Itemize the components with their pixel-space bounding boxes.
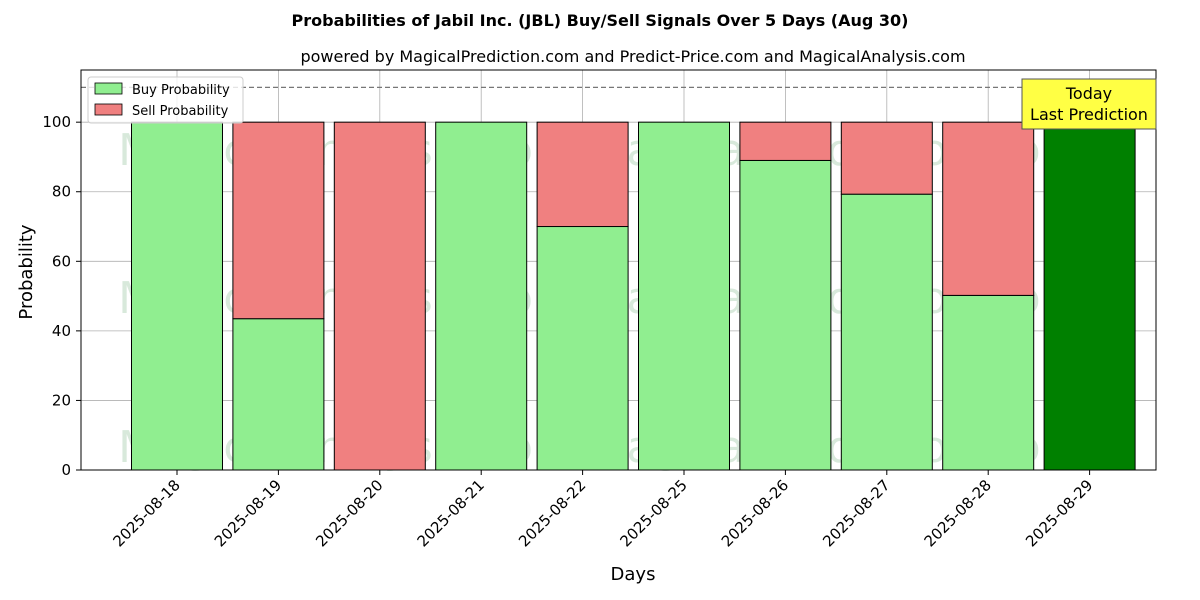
legend-swatch-sell xyxy=(94,103,123,116)
legend-box xyxy=(87,76,244,124)
annotation-line-2: Last Prediction xyxy=(1030,105,1148,124)
bar-buy-2025-08-19 xyxy=(232,318,325,471)
y-tick-label: 20 xyxy=(52,391,71,409)
legend-label-sell: Sell Probability xyxy=(132,104,229,119)
y-tick-label: 60 xyxy=(52,252,71,270)
bar-buy-2025-08-25 xyxy=(638,121,730,471)
bar-buy-2025-08-21 xyxy=(435,121,528,471)
bar-sell-2025-08-19 xyxy=(232,121,325,320)
bars xyxy=(131,121,1136,471)
bar-buy-2025-08-26 xyxy=(739,159,832,471)
x-axis-label: Days xyxy=(611,564,656,585)
chart-subtitle: powered by MagicalPrediction.com and Pre… xyxy=(300,47,965,66)
y-axis-ticks: 0 20 40 60 80 100 xyxy=(42,113,81,479)
y-tick-label: 0 xyxy=(61,461,71,479)
plot-frame xyxy=(80,69,1157,471)
bar-sell-2025-08-27 xyxy=(840,121,933,195)
annotation-line-1: Today xyxy=(1065,84,1112,103)
y-tick-label: 100 xyxy=(42,113,71,131)
y-tick-label: 40 xyxy=(52,322,71,340)
annotation-box xyxy=(1021,78,1157,130)
today-annotation: Today Last Prediction xyxy=(1021,78,1157,130)
bar-buy-2025-08-22 xyxy=(536,226,629,471)
bar-buy-2025-08-18 xyxy=(131,121,223,471)
bar-buy-2025-08-28 xyxy=(942,294,1035,471)
bar-sell-2025-08-26 xyxy=(739,121,832,161)
bar-sell-2025-08-22 xyxy=(536,121,629,228)
chart-title: Probabilities of Jabil Inc. (JBL) Buy/Se… xyxy=(292,11,909,30)
y-axis-label: Probability xyxy=(16,224,37,319)
legend: Buy Probability Sell Probability xyxy=(87,76,244,124)
legend-label-buy: Buy Probability xyxy=(132,83,230,98)
bar-sell-2025-08-20 xyxy=(333,121,426,471)
bar-sell-2025-08-28 xyxy=(942,121,1035,296)
legend-swatch-buy xyxy=(94,82,123,95)
bar-buy-2025-08-27 xyxy=(840,193,933,471)
bar-buy-2025-08-29 xyxy=(1043,121,1136,471)
y-tick-label: 80 xyxy=(52,183,71,201)
